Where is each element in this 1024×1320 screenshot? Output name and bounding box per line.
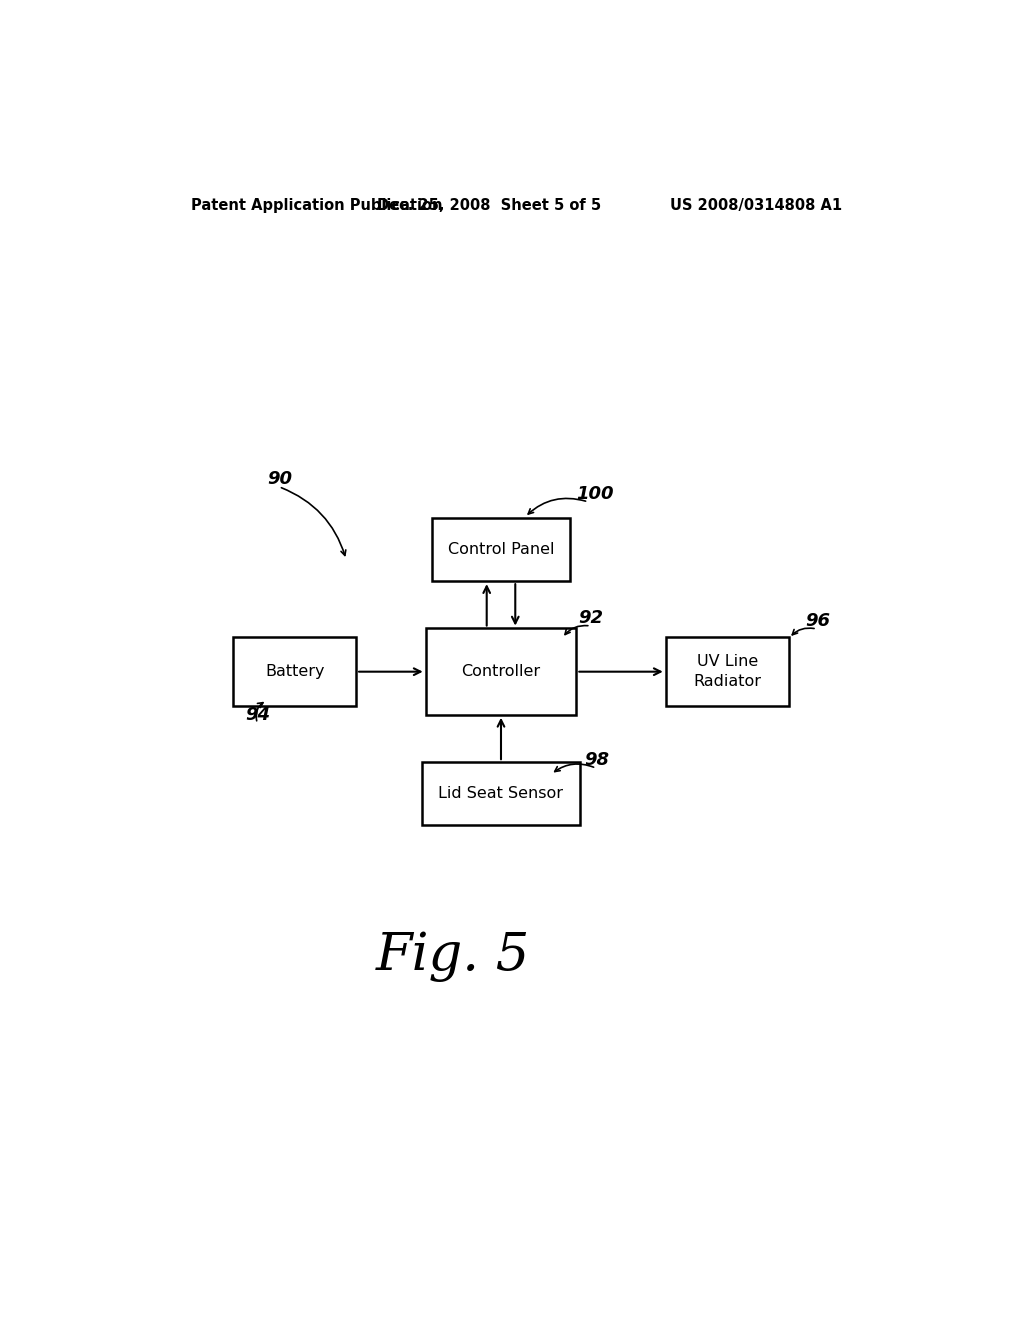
Text: 98: 98 <box>585 751 609 770</box>
Text: 100: 100 <box>577 484 613 503</box>
Text: 90: 90 <box>267 470 292 487</box>
Text: Dec. 25, 2008  Sheet 5 of 5: Dec. 25, 2008 Sheet 5 of 5 <box>377 198 601 213</box>
Bar <box>426 628 577 715</box>
Text: Controller: Controller <box>462 664 541 680</box>
Text: Patent Application Publication: Patent Application Publication <box>191 198 443 213</box>
Text: UV Line
Radiator: UV Line Radiator <box>693 655 761 689</box>
Text: Fig. 5: Fig. 5 <box>376 931 530 982</box>
Text: US 2008/0314808 A1: US 2008/0314808 A1 <box>670 198 842 213</box>
Text: 96: 96 <box>805 612 829 630</box>
Bar <box>431 519 570 581</box>
Text: 92: 92 <box>579 609 604 627</box>
Text: 94: 94 <box>246 706 270 725</box>
Bar <box>233 638 356 706</box>
Text: Lid Seat Sensor: Lid Seat Sensor <box>438 787 563 801</box>
Bar <box>422 762 581 825</box>
Text: Battery: Battery <box>265 664 325 680</box>
Bar <box>666 638 788 706</box>
Text: Control Panel: Control Panel <box>447 543 554 557</box>
